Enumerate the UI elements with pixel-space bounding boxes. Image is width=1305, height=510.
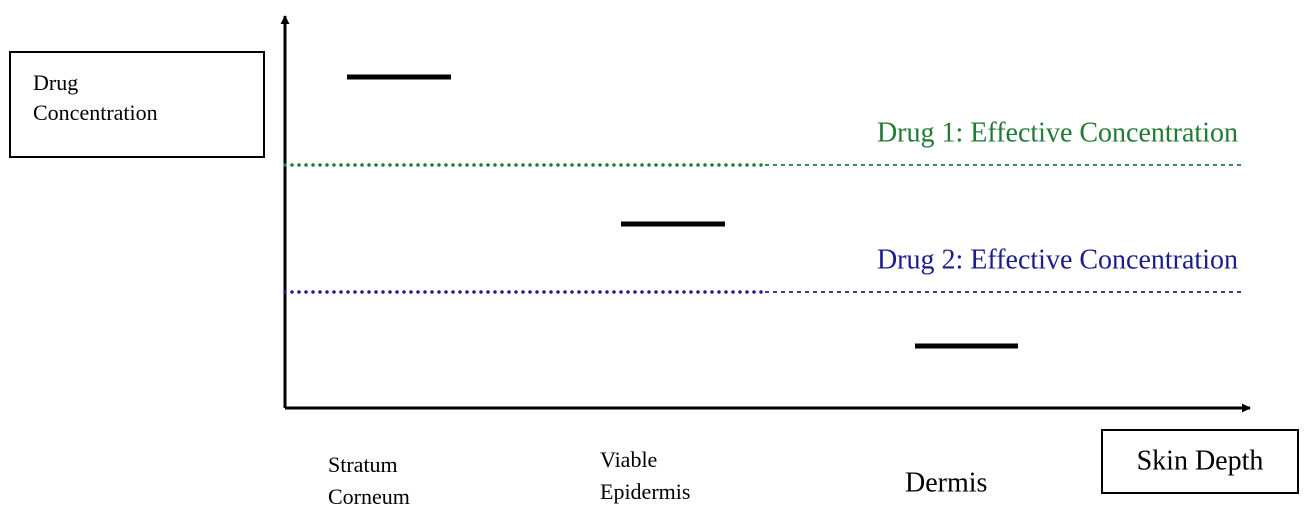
x-label-box: [1101, 429, 1299, 494]
threshold-label: Drug 2: Effective Concentration: [877, 244, 1238, 275]
y-axis-label: Concentration: [33, 100, 158, 125]
threshold-label: Drug 1: Effective Concentration: [877, 117, 1238, 148]
layer-label: Stratum: [328, 452, 398, 477]
x-axis-label: Skin Depth: [1137, 445, 1264, 476]
layer-label: Epidermis: [600, 479, 690, 504]
layer-label: Dermis: [905, 467, 987, 498]
layer-label: Viable: [600, 447, 657, 472]
y-label-box: [9, 51, 265, 158]
layer-label: Corneum: [328, 484, 410, 509]
y-axis-label: Drug: [33, 70, 78, 95]
labels: Drug Concentration Drug 1: Effective Conce…: [33, 70, 1245, 509]
